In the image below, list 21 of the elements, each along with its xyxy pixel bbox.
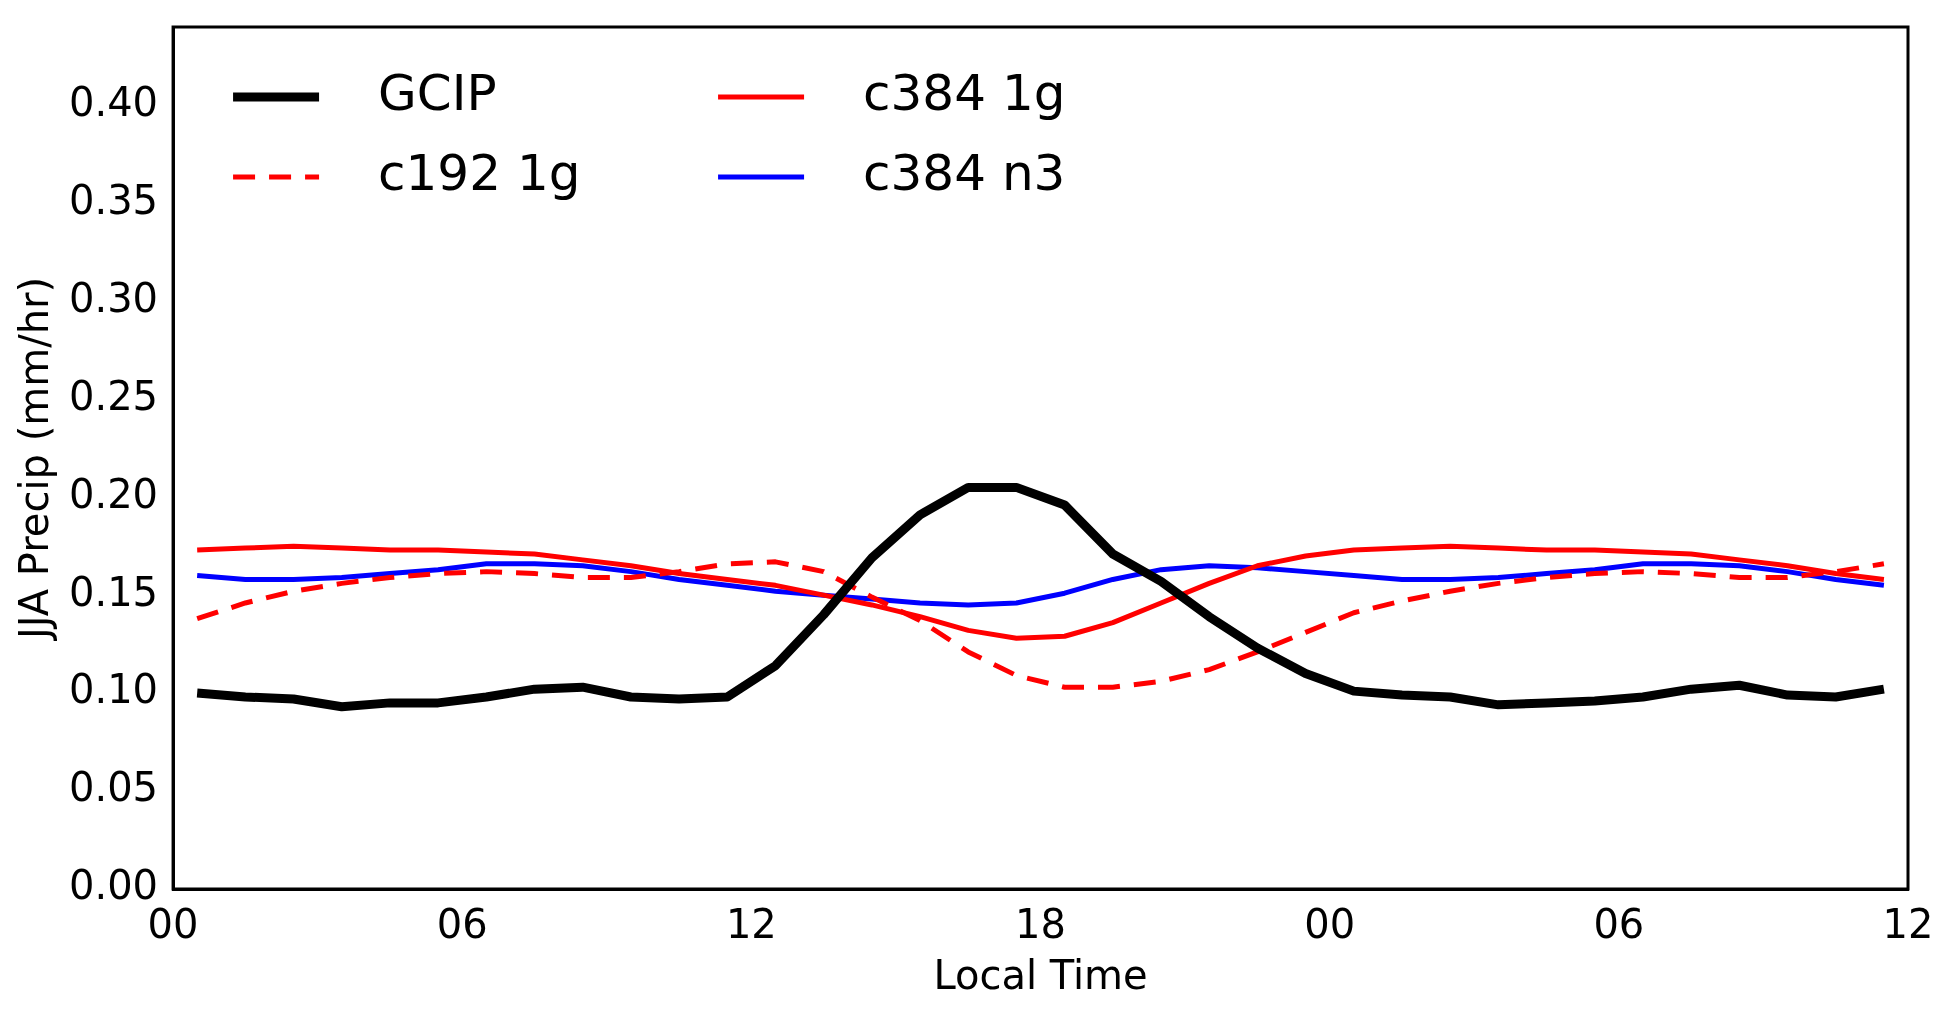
x-tick-label: 12	[725, 901, 777, 948]
y-tick-label: 0.35	[69, 176, 159, 223]
x-tick-label: 06	[1593, 901, 1645, 948]
y-tick-label: 0.25	[69, 372, 159, 419]
legend-label: c192 1g	[378, 143, 581, 202]
legend-label: c384 1g	[863, 63, 1066, 122]
y-tick-label: 0.30	[69, 274, 159, 321]
y-tick-label: 0.15	[69, 568, 159, 615]
x-tick-label: 12	[1882, 901, 1934, 948]
y-tick-label: 0.05	[69, 764, 159, 811]
legend-label: c384 n3	[863, 143, 1066, 202]
legend-label: GCIP	[378, 63, 497, 122]
x-axis-title: Local Time	[933, 952, 1148, 999]
y-tick-label: 0.40	[69, 78, 159, 125]
y-tick-label: 0.20	[69, 470, 159, 517]
y-axis-title: JJA Precip (mm/hr)	[11, 276, 58, 643]
x-tick-label: 06	[436, 901, 488, 948]
x-tick-label: 18	[1015, 901, 1066, 948]
x-tick-label: 00	[1304, 901, 1356, 948]
y-tick-label: 0.10	[69, 666, 159, 713]
x-tick-label: 00	[147, 901, 199, 948]
